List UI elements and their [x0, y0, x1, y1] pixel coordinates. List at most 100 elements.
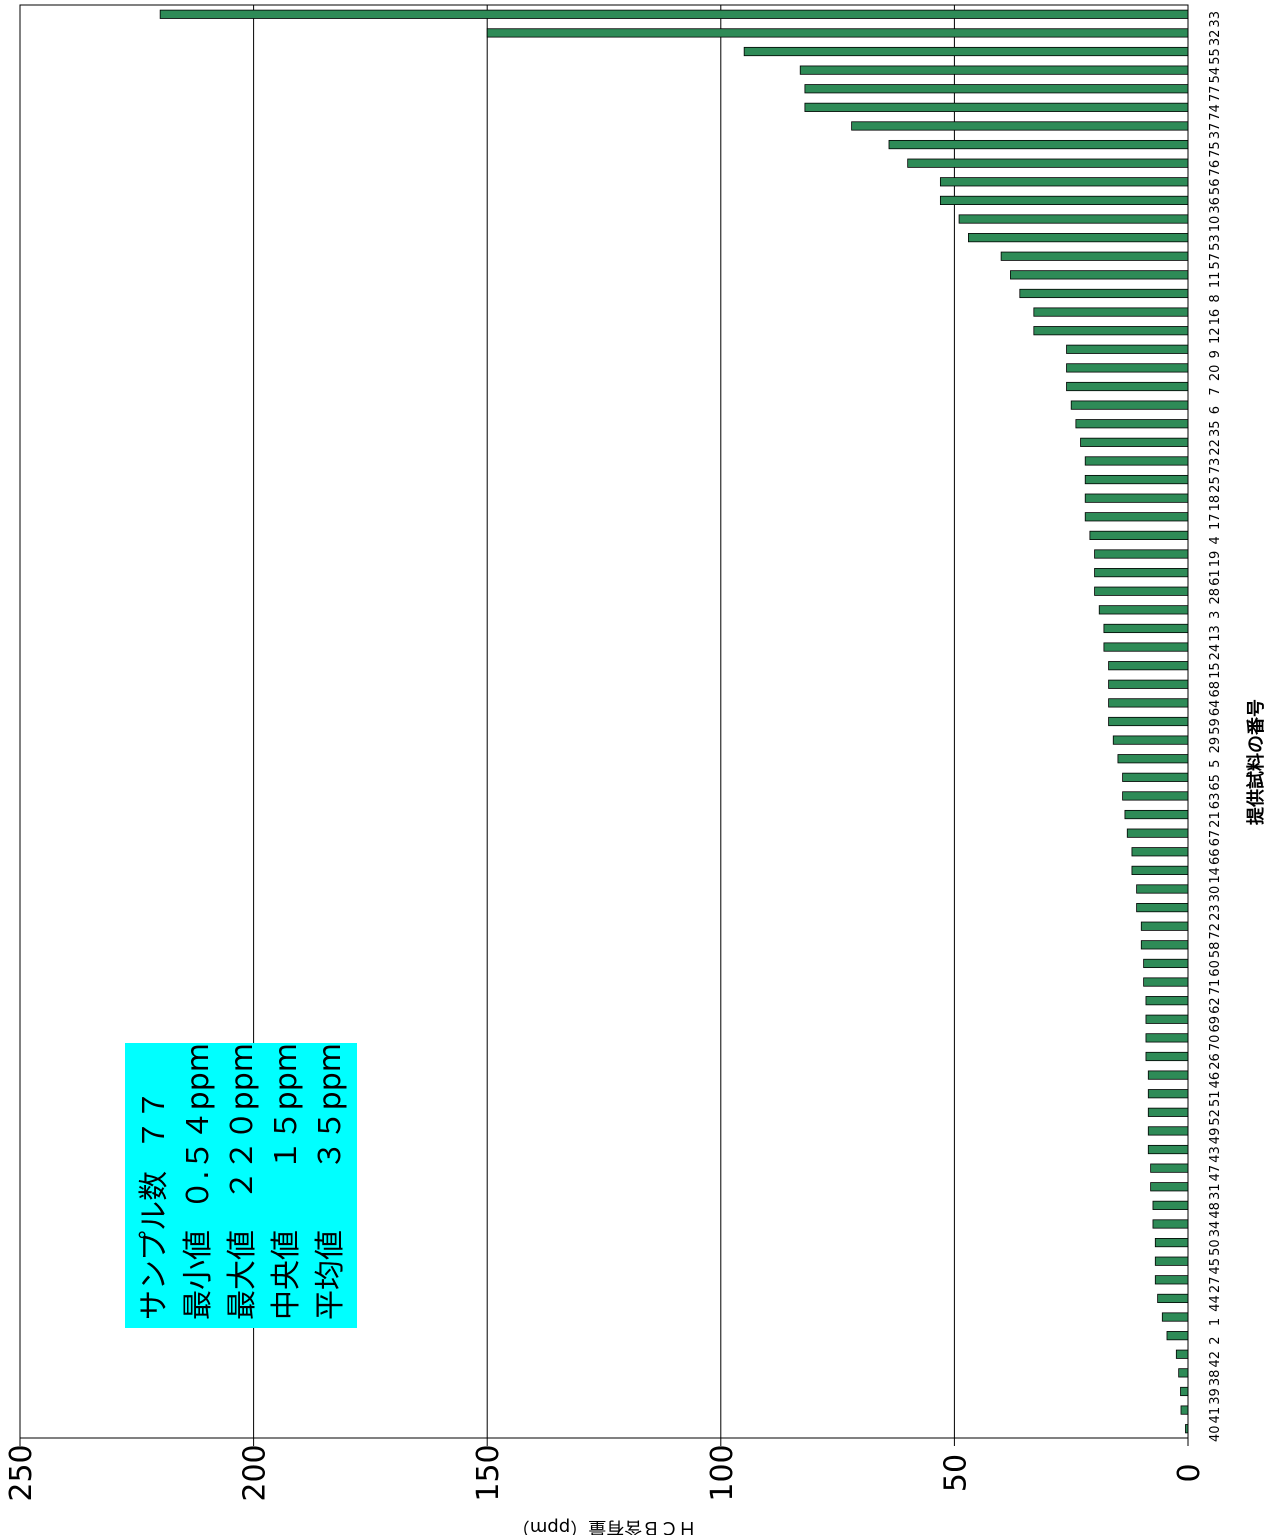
category-tick-label: 67	[1208, 830, 1223, 847]
bar	[1143, 977, 1189, 987]
bar	[1166, 1331, 1189, 1341]
bar	[1108, 716, 1189, 727]
bar	[799, 65, 1189, 75]
category-tick-label: 15	[1208, 662, 1223, 679]
category-tick-label: 33	[1208, 11, 1223, 28]
category-tick-label: 55	[1208, 48, 1223, 65]
bar	[1122, 772, 1189, 782]
bar	[1147, 1107, 1189, 1117]
bar	[1157, 1293, 1189, 1304]
bar	[1147, 1089, 1189, 1099]
bar	[1066, 381, 1189, 392]
bar	[888, 139, 1189, 150]
category-tick-label: 9	[1208, 350, 1223, 358]
bar	[939, 195, 1189, 205]
category-tick-label: 62	[1208, 997, 1223, 1014]
bar	[1098, 605, 1189, 615]
category-tick-label: 12	[1208, 327, 1223, 344]
summary-box-content: サンプル数 ７７ 最小値 ０.５４ppm 最大値 ２２０ppm 中央値 １５pp…	[125, 1043, 357, 1328]
category-tick-label: 50	[1208, 1239, 1223, 1256]
category-tick-label: 52	[1208, 1109, 1223, 1126]
bar	[1150, 1163, 1189, 1173]
bar	[743, 46, 1189, 57]
bar	[1178, 1368, 1189, 1378]
category-tick-label: 13	[1208, 625, 1223, 642]
category-tick-label: 7	[1208, 387, 1223, 395]
bar	[1103, 623, 1189, 634]
category-tick-label: 72	[1208, 923, 1223, 940]
category-tick-label: 19	[1208, 551, 1223, 568]
category-tick-label: 8	[1208, 294, 1223, 302]
category-tick-label: 36	[1208, 197, 1223, 214]
bar	[958, 214, 1189, 224]
category-tick-label: 5	[1208, 760, 1223, 768]
bar	[1108, 698, 1189, 708]
plot-frame	[19, 4, 1189, 1439]
bar	[1103, 642, 1189, 652]
x-axis-title: 提供試料の番号	[1245, 699, 1267, 825]
category-tick-label: 11	[1208, 272, 1223, 289]
bar	[1131, 847, 1189, 857]
category-tick-label: 3	[1208, 611, 1223, 619]
bar	[1136, 903, 1189, 913]
bar	[1126, 828, 1189, 838]
category-tick-label: 29	[1208, 737, 1223, 754]
category-tick-label: 54	[1208, 67, 1223, 84]
bar	[1070, 400, 1189, 410]
category-tick-label: 47	[1208, 1165, 1223, 1182]
summary-label: 最大値	[225, 1230, 260, 1320]
summary-value: ７７	[137, 1090, 172, 1150]
summary-row-sample-count: サンプル数 ７７	[133, 1043, 177, 1328]
value-tick-label: 150	[471, 1444, 506, 1501]
bar	[1154, 1256, 1189, 1266]
category-tick-label: 60	[1208, 960, 1223, 977]
category-tick-label: 4	[1208, 536, 1223, 544]
category-tick-label: 51	[1208, 1090, 1223, 1107]
category-tick-label: 57	[1208, 253, 1223, 270]
bar	[907, 158, 1189, 168]
category-tick-label: 20	[1208, 365, 1223, 382]
bar	[1094, 586, 1189, 596]
category-tick-label: 39	[1208, 1388, 1223, 1405]
category-tick-label: 18	[1208, 495, 1223, 512]
bar	[1161, 1312, 1189, 1322]
category-tick-label: 58	[1208, 942, 1223, 959]
bar	[968, 233, 1189, 243]
category-tick-label: 25	[1208, 476, 1223, 493]
bar	[1175, 1349, 1189, 1359]
summary-value: ３５ppm	[313, 1043, 348, 1171]
category-tick-label: 64	[1208, 700, 1223, 717]
summary-label: 中央値	[269, 1230, 304, 1320]
category-tick-label: 44	[1208, 1295, 1223, 1312]
bar	[1131, 865, 1189, 875]
category-tick-label: 46	[1208, 1072, 1223, 1089]
bar	[1152, 1200, 1189, 1210]
bar	[939, 177, 1189, 187]
summary-row-mean: 平均値 ３５ppm	[309, 1043, 353, 1328]
category-tick-label: 48	[1208, 1202, 1223, 1219]
bar	[1080, 437, 1189, 447]
category-tick-label: 1	[1208, 1318, 1223, 1326]
bar	[1147, 1126, 1189, 1136]
category-tick-label: 21	[1208, 811, 1223, 828]
summary-box: サンプル数 ７７ 最小値 ０.５４ppm 最大値 ２２０ppm 中央値 １５pp…	[125, 1043, 357, 1328]
summary-label: サンプル数	[137, 1170, 172, 1320]
category-tick-label: 24	[1208, 644, 1223, 661]
category-tick-label: 26	[1208, 1053, 1223, 1070]
bar	[1136, 884, 1189, 894]
bar	[1145, 1014, 1189, 1024]
category-tick-label: 10	[1208, 216, 1223, 233]
category-tick-label: 73	[1208, 458, 1223, 475]
bar	[1180, 1386, 1189, 1397]
category-tick-label: 6	[1208, 406, 1223, 414]
category-tick-label: 37	[1208, 123, 1223, 140]
summary-row-max: 最大値 ２２０ppm	[221, 1043, 265, 1328]
summary-value: ２２０ppm	[225, 1043, 260, 1201]
category-tick-label: 56	[1208, 179, 1223, 196]
bar	[1145, 1051, 1189, 1062]
category-tick-label: 53	[1208, 234, 1223, 251]
category-axis-ticks: 4041393842214427455034483147434952514626…	[1208, 11, 1223, 1442]
category-tick-label: 70	[1208, 1035, 1223, 1052]
category-tick-label: 61	[1208, 569, 1223, 586]
value-axis-ticks: 0 50 100 150 200 250	[4, 1438, 1207, 1502]
